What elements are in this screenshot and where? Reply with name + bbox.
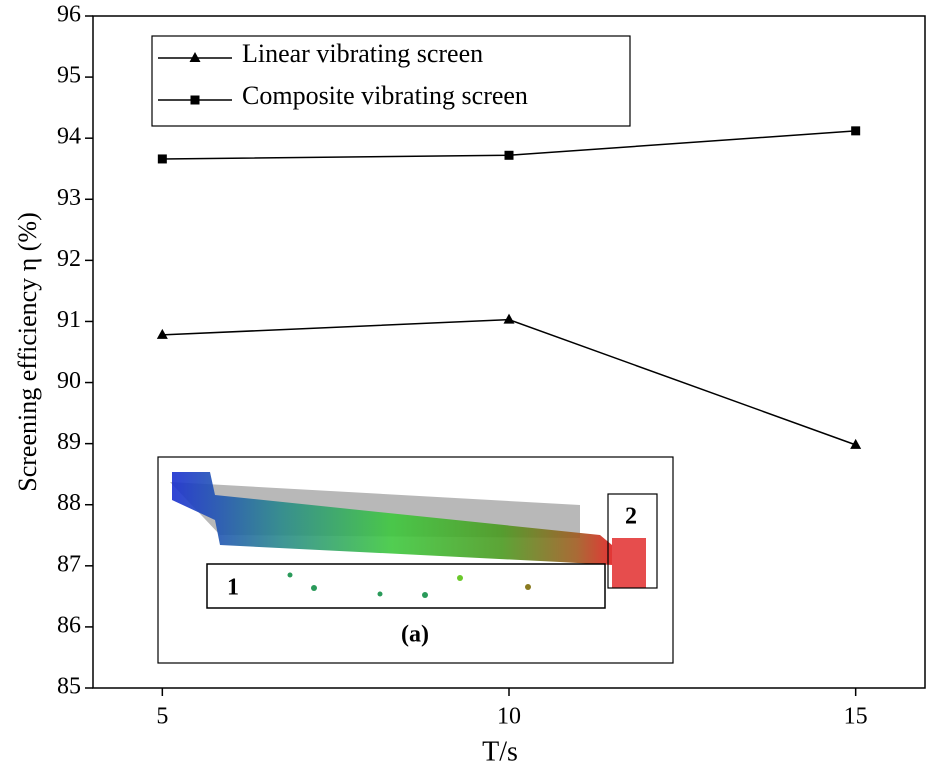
annotation: (a): [401, 622, 429, 648]
y-tick-label: 89: [57, 429, 81, 455]
y-tick-label: 95: [57, 63, 81, 89]
inset: 1 2 (a): [157, 456, 674, 664]
marker: [503, 313, 515, 324]
region-box-1: [206, 563, 606, 609]
marker: [504, 150, 514, 160]
y-tick-label: 85: [57, 674, 81, 700]
series-line: [162, 318, 856, 446]
x-axis-label: T/s: [482, 736, 518, 767]
marker: [157, 154, 167, 164]
marker: [851, 126, 861, 136]
legend-marker: [189, 52, 201, 62]
y-tick-label: 92: [57, 246, 81, 272]
y-tick-label: 94: [57, 124, 81, 150]
inset-particles-red: [612, 538, 646, 588]
marker: [850, 438, 862, 449]
annotation: 1: [227, 575, 239, 601]
y-tick-label: 90: [57, 368, 81, 394]
y-tick-label: 87: [57, 551, 81, 577]
y-tick-label: 91: [57, 307, 81, 333]
y-tick-label: 86: [57, 612, 81, 638]
marker: [156, 328, 168, 339]
legend-marker: [190, 95, 200, 105]
legend-label: Linear vibrating screen: [242, 39, 483, 68]
y-axis-label: Screening efficiency η (%): [13, 212, 42, 492]
annotation: 2: [625, 504, 637, 530]
region-box-2: [607, 493, 658, 589]
y-tick-label: 96: [57, 2, 81, 28]
legend-label: Composite vibrating screen: [242, 81, 528, 110]
inset-particles: [172, 472, 612, 565]
y-tick-label: 88: [57, 490, 81, 516]
x-tick-label: 15: [844, 704, 868, 730]
inset-dots: [287, 572, 531, 598]
legend-frame: [151, 35, 631, 127]
y-tick-label: 93: [57, 185, 81, 211]
x-tick-label: 10: [497, 704, 521, 730]
x-tick-label: 5: [156, 704, 168, 730]
